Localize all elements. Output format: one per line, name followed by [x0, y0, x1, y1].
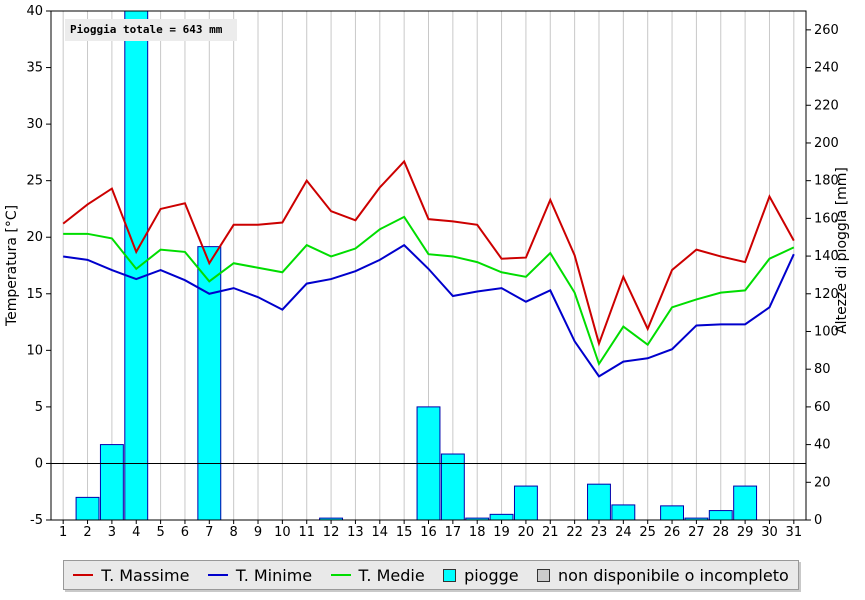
legend-label-mean: T. Medie [358, 565, 425, 585]
y-tick-label: 20 [26, 230, 43, 245]
rain-bar [587, 483, 611, 521]
legend-item-max: T. Massime [73, 566, 189, 585]
y-tick-label: 15 [26, 287, 43, 302]
x-tick-label: 2 [83, 525, 91, 540]
x-tick-label: 19 [493, 525, 510, 540]
series-line-t-medie [63, 215, 795, 367]
y2-tick-label: 100 [814, 324, 839, 339]
x-tick-label: 30 [761, 525, 778, 540]
y2-tick-label: 20 [814, 475, 831, 490]
rain-bar [513, 485, 538, 521]
x-tick-label: 16 [420, 525, 437, 540]
temperature-lines [62, 159, 795, 378]
legend-swatch-missing [537, 568, 551, 582]
x-tick-label: 8 [230, 525, 238, 540]
y-tick-label: 35 [26, 61, 43, 76]
x-tick-label: 10 [274, 525, 291, 540]
rain-bar [660, 505, 684, 521]
legend-swatch-mean [330, 574, 351, 576]
legend-swatch-max [73, 574, 94, 576]
x-tick-label: 18 [469, 525, 486, 540]
y2-tick-label: 0 [814, 513, 822, 528]
legend-item-rain: piogge [443, 566, 519, 585]
x-tick-label: 31 [786, 525, 803, 540]
x-tick-label: 13 [347, 525, 364, 540]
legend-label-min: T. Minime [235, 565, 313, 585]
x-tick-label: 4 [132, 525, 140, 540]
y2-tick-label: 80 [814, 362, 831, 377]
legend-item-min: T. Minime [207, 565, 313, 585]
x-tick-label: 21 [542, 525, 559, 540]
y2-tick-label: 140 [814, 249, 839, 264]
rain-bar [611, 504, 636, 521]
x-tick-label: 14 [372, 525, 389, 540]
axis-ticks: -505101520253035400204060801001201401601… [26, 4, 838, 540]
rain-bar [75, 496, 100, 521]
series-line-t-massime [62, 159, 795, 347]
y-tick-label: 5 [35, 400, 43, 415]
total-rain-label: Pioggia totale = 643 mm [65, 19, 237, 41]
x-tick-label: 29 [737, 525, 754, 540]
y2-tick-label: 240 [814, 61, 839, 76]
rain-bar [708, 510, 733, 521]
y2-tick-label: 60 [814, 400, 831, 415]
y-tick-label: 25 [26, 174, 43, 189]
rain-bar [197, 246, 222, 521]
x-tick-label: 5 [156, 525, 164, 540]
x-tick-label: 26 [664, 525, 681, 540]
x-tick-label: 28 [712, 525, 729, 540]
y-tick-label: 10 [26, 343, 43, 358]
x-tick-label: 23 [591, 525, 608, 540]
x-tick-label: 1 [59, 525, 67, 540]
x-tick-label: 15 [396, 525, 413, 540]
x-tick-label: 7 [205, 525, 213, 540]
y2-tick-label: 180 [814, 174, 839, 189]
y2-tick-label: 40 [814, 438, 831, 453]
rain-bars [75, 10, 758, 521]
y2-tick-label: 120 [814, 287, 839, 302]
x-tick-label: 27 [688, 525, 705, 540]
y-axis-label: Temperatura [°C] [4, 205, 20, 327]
x-tick-label: 12 [323, 525, 340, 540]
legend-label-rain: piogge [464, 565, 519, 585]
rain-bar [99, 444, 124, 521]
legend-label-max: T. Massime [101, 565, 190, 585]
rain-bar [124, 10, 149, 521]
x-tick-label: 9 [254, 525, 262, 540]
rain-bar [733, 485, 758, 521]
legend-item-mean: T. Medie [330, 565, 425, 585]
legend: T. Massime T. Minime T. Medie piogge non… [63, 560, 799, 590]
legend-label-missing: non disponibile o incompleto [558, 565, 789, 585]
y2-tick-label: 200 [814, 136, 839, 151]
x-tick-label: 6 [181, 525, 189, 540]
legend-swatch-min [207, 574, 228, 576]
rain-bar [489, 513, 514, 521]
x-tick-label: 22 [566, 525, 583, 540]
legend-swatch-rain [443, 568, 457, 582]
y2-tick-label: 220 [814, 98, 839, 113]
legend-item-missing: non disponibile o incompleto [537, 566, 789, 585]
y-tick-label: 30 [26, 117, 43, 132]
y2-tick-label: 260 [814, 23, 839, 38]
y-tick-label: 40 [26, 4, 43, 19]
x-tick-label: 20 [518, 525, 535, 540]
x-tick-label: 17 [445, 525, 462, 540]
series-line-t-minime [63, 243, 795, 378]
x-tick-label: 25 [639, 525, 656, 540]
x-tick-label: 3 [108, 525, 116, 540]
x-tick-label: 11 [298, 525, 315, 540]
grid-lines [62, 11, 795, 520]
y2-tick-label: 160 [814, 211, 839, 226]
y-tick-label: 0 [35, 456, 43, 471]
y2-axis-label: Altezze di pioggia [mm] [834, 167, 850, 334]
y-tick-label: -5 [30, 513, 43, 528]
x-tick-label: 24 [615, 525, 632, 540]
